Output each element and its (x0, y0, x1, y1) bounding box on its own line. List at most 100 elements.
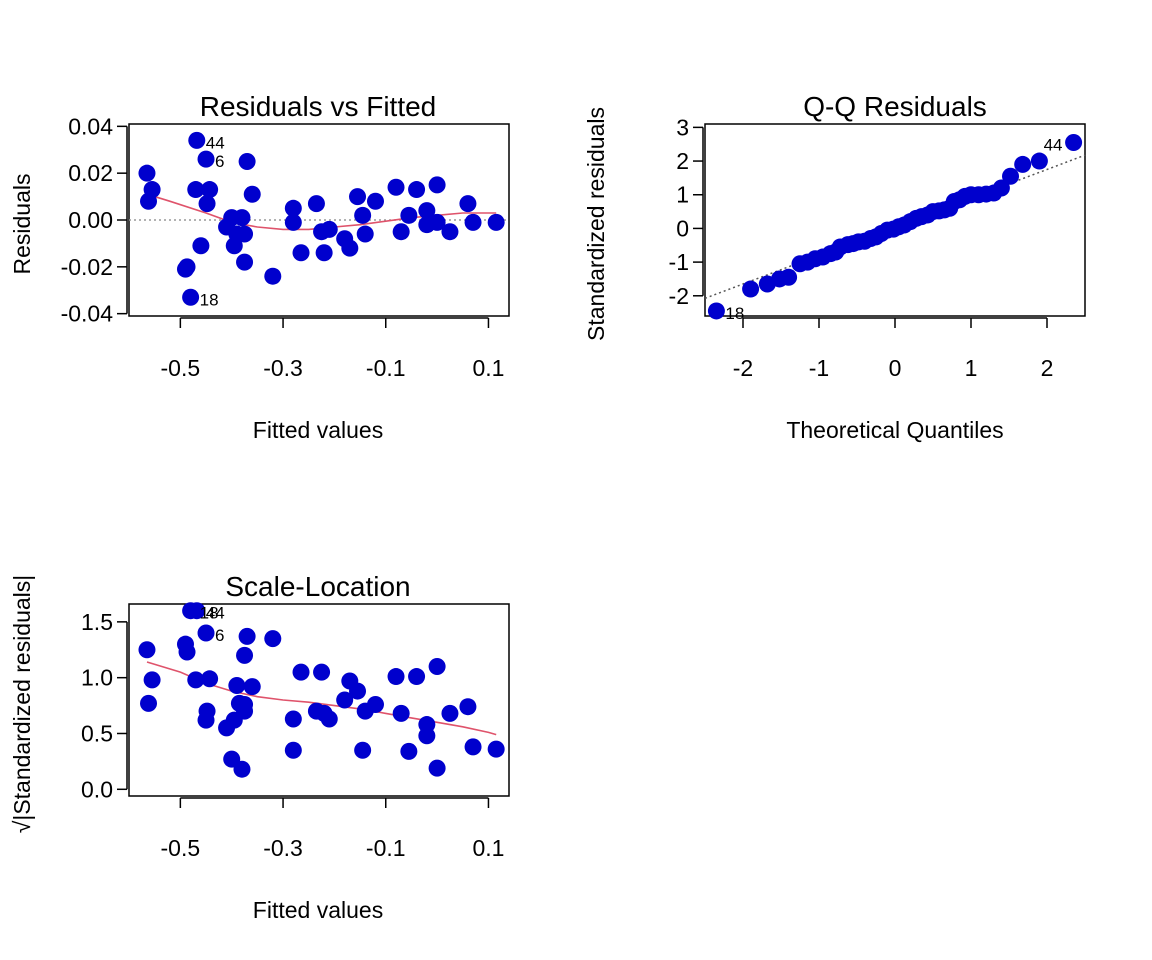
data-point (225, 237, 243, 255)
point-label: 44 (206, 604, 225, 623)
y-tick-label: 0.5 (81, 720, 113, 746)
data-point (140, 694, 158, 712)
data-point (366, 192, 384, 210)
data-point (392, 704, 410, 722)
plot-frame (128, 603, 510, 797)
data-point (187, 671, 205, 689)
data-point (336, 691, 354, 709)
x-tick-label: -0.3 (263, 835, 303, 861)
data-point (418, 727, 436, 745)
point-label: 44 (206, 133, 225, 152)
data-point (320, 710, 338, 728)
data-point (187, 181, 205, 199)
x-tick-label: -1 (809, 355, 829, 381)
data-point (284, 213, 302, 231)
data-point (138, 164, 156, 182)
x-tick-label: -0.5 (161, 355, 201, 381)
data-point (264, 630, 282, 648)
y-tick-label: 2 (676, 148, 689, 174)
data-point (1014, 155, 1032, 173)
data-point (1030, 152, 1048, 170)
y-tick-label: -0.04 (61, 301, 114, 327)
smooth-line (146, 661, 497, 736)
data-point (188, 602, 206, 620)
y-tick-label: -0.02 (61, 254, 113, 280)
y-axis: -0.04 -0.02 0.00 0.02 0.04 (61, 113, 128, 327)
data-point (140, 192, 158, 210)
data-point (400, 742, 418, 760)
data-point (387, 668, 405, 686)
point-label: 6 (215, 152, 224, 171)
data-point (284, 710, 302, 728)
data-point (418, 202, 436, 220)
data-point (354, 206, 372, 224)
data-point (178, 643, 196, 661)
data-point (238, 627, 256, 645)
point-labels: 446 18 (200, 133, 225, 309)
y-tick-label: 1.5 (81, 609, 113, 635)
chart-title: Residuals vs Fitted (200, 91, 437, 122)
data-point (236, 695, 254, 713)
y-tick-label: 0.00 (68, 207, 113, 233)
x-tick-label: 2 (1041, 355, 1054, 381)
y-axis: -2 -1 0 1 2 3 (669, 114, 704, 309)
data-point (992, 179, 1010, 197)
point-label: 18 (200, 290, 219, 309)
y-tick-label: -2 (669, 283, 689, 309)
data-point (349, 188, 367, 206)
data-point (201, 181, 219, 199)
data-point (428, 176, 446, 194)
y-tick-label: 3 (676, 114, 689, 140)
point-label: 44 (1044, 136, 1063, 155)
x-tick-label: 0.1 (472, 835, 504, 861)
data-point (487, 213, 505, 231)
data-point (313, 663, 331, 681)
data-point (315, 244, 333, 262)
y-tick-label: 0.0 (81, 776, 113, 802)
y-tick-label: 1 (676, 182, 689, 208)
data-point (236, 225, 254, 243)
y-axis-label: √|Standardized residuals| (9, 575, 35, 834)
points-layer (138, 602, 505, 778)
data-point (387, 178, 405, 196)
data-point (742, 280, 760, 298)
y-axis-label: Standardized residuals (583, 107, 609, 341)
data-point (392, 223, 410, 241)
data-point (143, 671, 161, 689)
scale-location-panel: Scale-Location -0.5 -0.3 -0.1 0.1 0.0 0.5 1.0… (9, 571, 510, 923)
data-point (197, 150, 215, 168)
point-label: 6 (215, 626, 224, 645)
y-tick-label: 0.04 (68, 113, 113, 139)
data-point (428, 213, 446, 231)
residuals-vs-fitted-panel: Residuals vs Fitted -0.5 -0.3 -0.1 0.1 -0.0… (9, 91, 510, 443)
x-tick-label: -0.3 (263, 355, 303, 381)
y-tick-label: 0 (676, 215, 689, 241)
data-point (197, 711, 215, 729)
data-point (1002, 167, 1020, 185)
data-point (243, 678, 261, 696)
x-axis: -0.5 -0.3 -0.1 0.1 (161, 317, 504, 381)
x-tick-label: 1 (965, 355, 978, 381)
x-axis-label: Fitted values (253, 417, 383, 443)
data-point (428, 759, 446, 777)
data-point (408, 668, 426, 686)
points-layer (138, 131, 505, 306)
data-point (178, 258, 196, 276)
data-point (264, 267, 282, 285)
y-axis: 0.0 0.5 1.0 1.5 (81, 609, 128, 802)
data-point (464, 213, 482, 231)
data-point (197, 624, 215, 642)
data-point (292, 244, 310, 262)
data-point (238, 152, 256, 170)
data-point (233, 760, 251, 778)
point-label: 18 (725, 304, 744, 323)
data-point (188, 131, 206, 149)
data-point (441, 223, 459, 241)
y-tick-label: 0.02 (68, 160, 113, 186)
data-point (307, 195, 325, 213)
data-point (243, 185, 261, 203)
data-point (408, 181, 426, 199)
smooth-curve (146, 661, 497, 736)
